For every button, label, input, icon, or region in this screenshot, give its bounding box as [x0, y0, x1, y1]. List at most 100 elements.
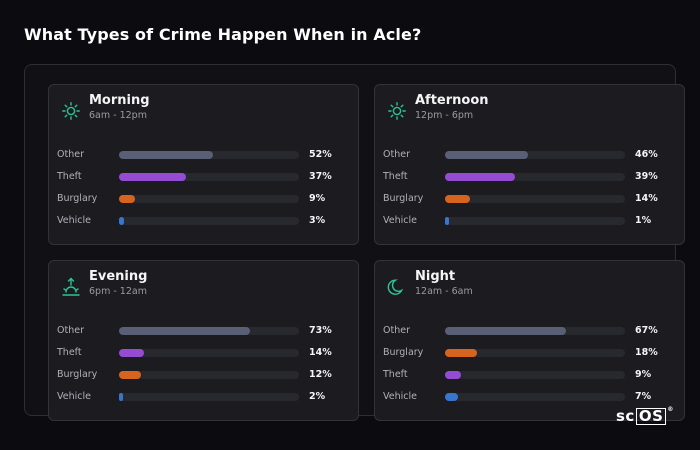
bar-burglary [119, 371, 141, 379]
page-title: What Types of Crime Happen When in Acle? [24, 25, 422, 44]
category-label: Theft [383, 171, 408, 182]
card-title: Evening [89, 269, 148, 284]
bar-track [119, 327, 299, 335]
category-label: Theft [383, 369, 408, 380]
bar-track [445, 349, 625, 357]
bar-row: Other 46% [375, 148, 686, 162]
category-label: Vehicle [383, 215, 417, 226]
category-label: Theft [57, 171, 82, 182]
bar-track [445, 217, 625, 225]
bar-other [119, 151, 213, 159]
category-label: Vehicle [57, 391, 91, 402]
bar-theft [119, 349, 145, 357]
bar-track [119, 173, 299, 181]
bar-track [119, 371, 299, 379]
card-night: Night 12am - 6am Other 67% Burglary 18% Theft 9… [374, 260, 685, 421]
bar-other [119, 327, 251, 335]
bar-row: Burglary 12% [49, 368, 360, 382]
data-label: 9% [309, 193, 326, 204]
bar-row: Theft 37% [49, 170, 360, 184]
category-label: Vehicle [57, 215, 91, 226]
bar-row: Other 67% [375, 324, 686, 338]
bar-row: Vehicle 3% [49, 214, 360, 228]
category-label: Other [383, 325, 410, 336]
bar-vehicle [119, 393, 123, 401]
bar-row: Vehicle 2% [49, 390, 360, 404]
card-subtitle: 6pm - 12am [89, 286, 147, 297]
bar-burglary [445, 349, 478, 357]
sun-icon [61, 101, 81, 121]
card-subtitle: 12pm - 6pm [415, 110, 474, 121]
card-title: Afternoon [415, 93, 489, 108]
bar-row: Other 52% [49, 148, 360, 162]
data-label: 39% [635, 171, 658, 182]
data-label: 2% [309, 391, 326, 402]
bar-vehicle [445, 217, 449, 225]
bar-track [445, 173, 625, 181]
bar-track [445, 151, 625, 159]
data-label: 14% [635, 193, 658, 204]
bar-row: Other 73% [49, 324, 360, 338]
bar-row: Burglary 18% [375, 346, 686, 360]
bar-other [445, 151, 528, 159]
bar-track [445, 195, 625, 203]
bar-vehicle [445, 393, 458, 401]
sunset-icon [61, 277, 81, 297]
card-afternoon: Afternoon 12pm - 6pm Other 46% Theft 39% Burgl… [374, 84, 685, 245]
bar-track [119, 151, 299, 159]
category-label: Burglary [383, 347, 424, 358]
data-label: 73% [309, 325, 332, 336]
category-label: Other [57, 325, 84, 336]
logo-text-b: OS [635, 407, 667, 425]
bar-theft [445, 371, 462, 379]
data-label: 14% [309, 347, 332, 358]
bar-burglary [119, 195, 136, 203]
category-label: Burglary [57, 193, 98, 204]
bar-track [119, 195, 299, 203]
card-subtitle: 6am - 12pm [89, 110, 147, 121]
card-morning: Morning 6am - 12pm Other 52% Theft 37% Burglar… [48, 84, 359, 245]
data-label: 9% [635, 369, 652, 380]
data-label: 3% [309, 215, 326, 226]
category-label: Other [383, 149, 410, 160]
card-title: Night [415, 269, 456, 284]
category-label: Burglary [57, 369, 98, 380]
category-label: Other [57, 149, 84, 160]
data-label: 52% [309, 149, 332, 160]
scos-logo: sc OS ® [616, 405, 674, 426]
bar-track [445, 393, 625, 401]
bar-track [119, 393, 299, 401]
bar-track [445, 327, 625, 335]
data-label: 67% [635, 325, 658, 336]
data-label: 18% [635, 347, 658, 358]
card-evening: Evening 6pm - 12am Other 73% Theft 14% Burglar… [48, 260, 359, 421]
bar-track [119, 217, 299, 225]
bar-row: Theft 9% [375, 368, 686, 382]
bar-burglary [445, 195, 471, 203]
category-label: Vehicle [383, 391, 417, 402]
bar-row: Vehicle 1% [375, 214, 686, 228]
bar-theft [119, 173, 186, 181]
bar-vehicle [119, 217, 125, 225]
data-label: 12% [309, 369, 332, 380]
sun-icon [387, 101, 407, 121]
bar-track [445, 371, 625, 379]
category-label: Theft [57, 347, 82, 358]
bar-row: Theft 14% [49, 346, 360, 360]
data-label: 37% [309, 171, 332, 182]
data-label: 7% [635, 391, 652, 402]
bar-theft [445, 173, 516, 181]
bar-row: Vehicle 7% [375, 390, 686, 404]
data-label: 1% [635, 215, 652, 226]
bar-row: Burglary 14% [375, 192, 686, 206]
category-label: Burglary [383, 193, 424, 204]
card-title: Morning [89, 93, 150, 108]
moon-icon [387, 277, 407, 297]
bar-track [119, 349, 299, 357]
logo-mark: ® [667, 405, 674, 413]
card-subtitle: 12am - 6am [415, 286, 473, 297]
bar-row: Theft 39% [375, 170, 686, 184]
data-label: 46% [635, 149, 658, 160]
bar-other [445, 327, 566, 335]
bar-row: Burglary 9% [49, 192, 360, 206]
